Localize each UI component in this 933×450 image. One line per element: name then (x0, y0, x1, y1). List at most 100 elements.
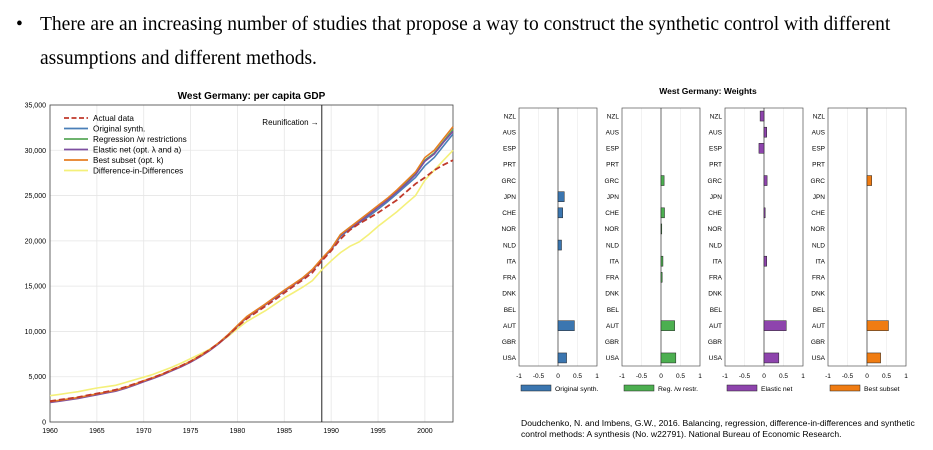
legend-swatch (520, 384, 552, 392)
category-label: DNK (605, 291, 619, 298)
category-label: NZL (710, 113, 723, 120)
x-tick-label: 1 (595, 373, 599, 380)
category-label: NLD (503, 242, 516, 249)
weight-bar (557, 207, 563, 219)
category-label: FRA (503, 275, 517, 282)
category-label: PRT (606, 162, 619, 169)
category-label: CHE (708, 210, 722, 217)
x-tick-label: -1 (619, 373, 625, 380)
legend-label: Best subset (opt. k) (93, 156, 164, 165)
category-label: ITA (609, 258, 619, 265)
legend-swatch (829, 384, 861, 392)
category-label: GRC (708, 178, 723, 185)
y-tick-label: 15,000 (25, 284, 47, 291)
plot-frame (49, 104, 454, 423)
x-tick-label: 0 (556, 373, 560, 380)
category-label: AUT (812, 323, 825, 330)
x-tick-label: 1995 (370, 428, 386, 435)
weight-bar (866, 320, 889, 331)
x-tick-label: 2000 (417, 428, 433, 435)
legend-label: Elastic net (opt. λ and a) (93, 146, 182, 155)
category-label: NLD (709, 242, 722, 249)
category-label: NZL (813, 113, 826, 120)
weight-bar (866, 352, 881, 364)
category-label: DNK (708, 291, 722, 298)
weight-bar (660, 223, 663, 235)
category-label: GRC (605, 178, 620, 185)
category-label: ITA (506, 258, 516, 265)
category-label: DNK (811, 291, 825, 298)
x-tick-label: 0.5 (882, 373, 891, 380)
x-tick-label: 0 (659, 373, 663, 380)
legend-label: Original synth. (93, 125, 145, 134)
bullet-text: There are an increasing number of studie… (40, 14, 891, 69)
x-tick-label: -0.5 (636, 373, 648, 380)
weight-bar (660, 272, 663, 283)
category-label: CHE (811, 210, 825, 217)
category-label: NOR (502, 226, 517, 233)
x-tick-label: 1985 (277, 428, 293, 435)
weight-bar (660, 255, 664, 267)
category-label: JPN (813, 194, 826, 201)
category-label: DNK (502, 291, 516, 298)
x-tick-label: 0 (762, 373, 766, 380)
legend-swatch (623, 384, 655, 392)
category-label: AUS (709, 129, 723, 136)
weight-bar (557, 352, 567, 364)
category-label: PRT (709, 162, 722, 169)
weight-bar (557, 239, 562, 251)
category-label: NZL (504, 113, 517, 120)
series-line (49, 149, 454, 397)
chart-title: West Germany: Weights (659, 86, 757, 96)
weight-bar (763, 352, 780, 364)
y-tick-label: 25,000 (25, 193, 47, 200)
weight-bar (557, 320, 575, 331)
category-label: BEL (504, 307, 517, 314)
category-label: AUT (503, 323, 516, 330)
weight-bar (763, 207, 766, 219)
weight-bar (557, 191, 565, 202)
category-label: GBR (605, 339, 619, 346)
bullet-dot: • (16, 14, 23, 35)
x-tick-label: -1 (516, 373, 522, 380)
chart-title: West Germany: per capita GDP (178, 91, 326, 102)
category-label: NLD (812, 242, 825, 249)
category-label: ESP (606, 146, 619, 153)
category-label: GBR (708, 339, 722, 346)
x-tick-label: 1980 (230, 428, 246, 435)
category-label: NLD (606, 242, 619, 249)
y-tick-label: 30,000 (25, 148, 47, 155)
x-tick-label: 0 (865, 373, 869, 380)
x-tick-label: 1 (801, 373, 805, 380)
category-label: AUT (709, 323, 722, 330)
y-tick-label: 0 (42, 420, 46, 427)
weight-bar (759, 110, 765, 122)
category-label: AUS (812, 129, 826, 136)
y-tick-label: 20,000 (25, 238, 47, 245)
gdp-line-chart: West Germany: per capita GDP 0 5,000 10,000… (25, 91, 454, 435)
category-label: FRA (812, 275, 826, 282)
category-label: USA (503, 355, 517, 362)
category-label: FRA (709, 275, 723, 282)
category-label: USA (709, 355, 723, 362)
legend-label: Reg. /w restr. (658, 386, 698, 393)
legend-label: Best subset (864, 386, 900, 393)
category-label: GRC (502, 178, 517, 185)
x-tick-label: -0.5 (842, 373, 854, 380)
category-label: BEL (710, 307, 723, 314)
weight-bar (660, 320, 675, 331)
weight-bar (660, 207, 665, 219)
category-label: USA (606, 355, 620, 362)
weight-bar (758, 143, 765, 154)
x-tick-label: -1 (722, 373, 728, 380)
weight-bar (763, 255, 767, 267)
weight-bar (660, 175, 665, 186)
weights-bar-chart: West Germany: Weights -1 -0.5 0 0.5 1 NZL AUS ES… (502, 86, 909, 393)
category-label: BEL (813, 307, 826, 314)
category-label: NZL (607, 113, 620, 120)
y-tick-label: 35,000 (25, 103, 47, 110)
category-label: AUT (606, 323, 619, 330)
category-label: NOR (811, 226, 826, 233)
x-tick-label: 1 (904, 373, 908, 380)
series-line (49, 159, 454, 403)
